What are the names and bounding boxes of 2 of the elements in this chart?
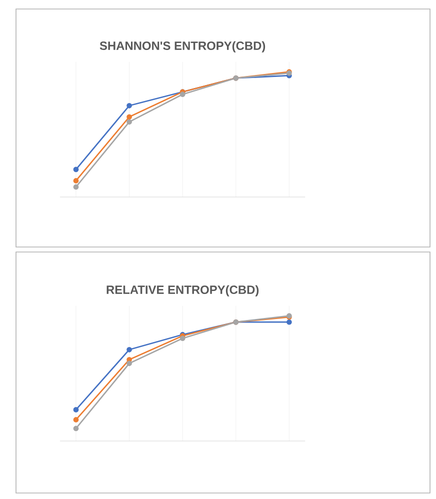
chart-title: RELATIVE ENTROPY(CBD) [106, 285, 259, 296]
chart-title: SHANNON'S ENTROPY(CBD) [100, 41, 266, 52]
